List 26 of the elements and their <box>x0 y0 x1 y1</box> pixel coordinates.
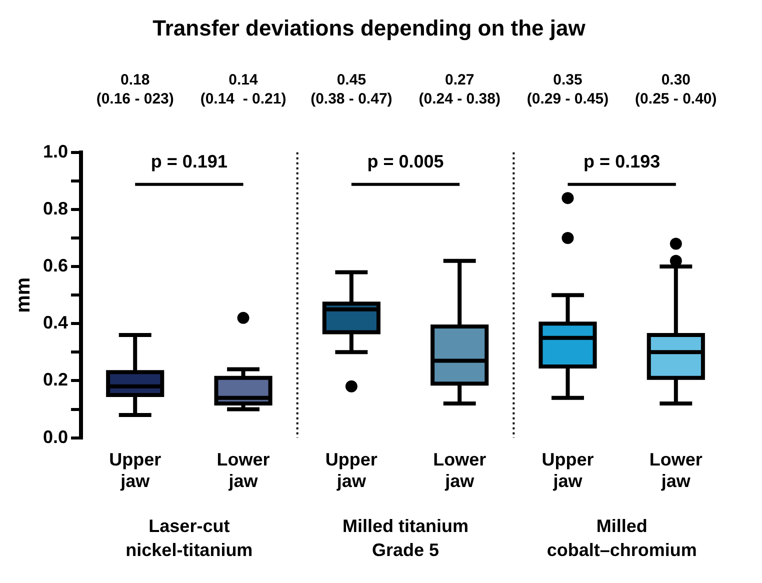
x-tick-label: Upper jaw <box>109 450 162 492</box>
x-tick-label: Lower jaw <box>649 450 702 492</box>
text: Laser-cut nickel-titanium <box>126 516 253 560</box>
y-tick-label: 0.8 <box>42 198 68 218</box>
chart-title: Transfer deviations depending on the jaw <box>152 15 586 40</box>
y-tick-label: 0.4 <box>42 312 68 333</box>
x-tick-label: Upper jaw <box>542 450 594 492</box>
y-tick-label: 1.0 <box>42 141 68 162</box>
annotation: p = 0.193 <box>584 151 660 172</box>
text: 0.18 (0.16 - 023) <box>96 72 174 108</box>
text: 0.45 (0.38 - 0.47) <box>310 72 392 108</box>
y-tick-label: 0.2 <box>42 370 68 390</box>
annotation: p = 0.005 <box>367 151 444 172</box>
text: 0.27 (0.24 - 0.38) <box>418 72 500 108</box>
text: Milled cobalt–chromium <box>546 516 697 560</box>
text: 0.30 (0.25 - 0.40) <box>635 72 717 108</box>
x-tick-label: Lower jaw <box>433 450 486 492</box>
y-tick-label: 0.0 <box>42 426 68 447</box>
text: Milled titanium Grade 5 <box>342 516 469 560</box>
text: 0.14 (0.14 - 0.21) <box>200 72 286 108</box>
y-tick-label: 0.6 <box>42 256 68 276</box>
text: 0.35 (0.29 - 0.45) <box>526 72 609 108</box>
x-tick-label: Lower jaw <box>216 450 270 492</box>
x-tick-label: Upper jaw <box>325 450 378 492</box>
annotation: p = 0.191 <box>150 151 228 172</box>
y-axis-title: mm <box>12 277 35 313</box>
